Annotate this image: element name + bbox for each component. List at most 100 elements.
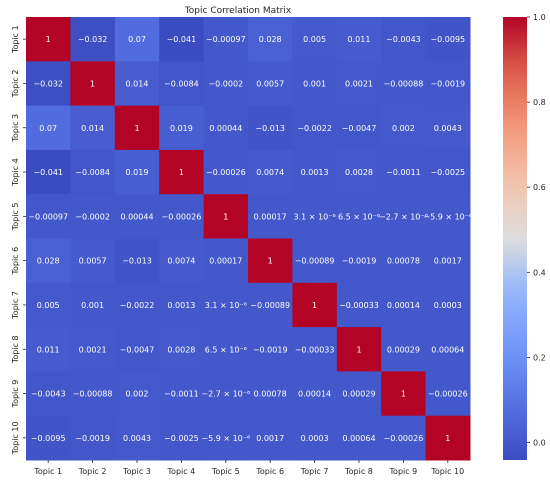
heatmap-cell [114,238,160,284]
heatmap-cell [336,415,382,461]
cell-value-label: 0.0003 [434,301,462,310]
heatmap-cell [70,194,116,239]
x-tick-label: Topic 2 [78,467,107,476]
y-tick-label: Topic 3 [11,114,20,143]
heatmap-cell [248,149,293,195]
heatmap-cells [26,17,471,461]
cell-value-label: 1 [90,79,95,88]
cell-value-label: −0.0011 [164,390,199,399]
colorbar-tick-label: 0.8 [533,98,546,107]
cell-value-label: −0.0019 [253,345,288,354]
heatmap-cell [425,238,471,284]
cell-value-label: 0.0057 [79,257,107,266]
cell-value-label: −0.0019 [75,434,110,443]
heatmap-cell [159,238,205,284]
heatmap-cell [70,149,116,195]
heatmap-cell [336,105,382,151]
colorbar-tick-label: 1.0 [533,13,546,22]
cell-value-label: −0.013 [255,124,285,133]
cell-value-label: −0.00026 [384,434,424,443]
cell-value-label: 0.011 [348,35,371,44]
cell-value-label: 0.07 [128,35,146,44]
cell-value-label: −0.00097 [206,35,246,44]
cell-value-label: −0.0043 [31,390,66,399]
cell-value-label: −0.00026 [428,390,468,399]
cell-value-label: −0.032 [78,35,108,44]
heatmap-cell [159,149,205,195]
heatmap-cell [26,17,71,62]
heatmap-cell [248,327,293,372]
cell-value-label: 0.014 [81,124,104,133]
heatmap-cell [203,282,249,328]
y-tick-label: Topic 2 [11,70,20,99]
heatmap-cell [203,17,249,62]
x-axis-ticks: Topic 1 Topic 2 Topic 3 Topic 4 Topic 5 Topic… [33,460,464,476]
y-tick-label: Topic 6 [11,247,20,276]
cell-value-label: 0.0013 [301,168,329,177]
cell-value-label: 0.00078 [387,257,420,266]
heatmap-cell [159,327,205,372]
heatmap-cell [26,105,71,151]
heatmap-cell [425,327,471,372]
cell-value-label: 0.00014 [298,390,331,399]
cell-value-label: −0.00026 [162,212,202,221]
heatmap-cell [248,17,293,62]
cell-value-label: 1 [356,345,361,354]
heatmap-cell [26,61,71,107]
heatmap-cell [26,371,71,417]
heatmap-cell [336,149,382,195]
heatmap-cell [26,282,71,328]
x-tick-label: Topic 3 [122,467,151,476]
heatmap-cell [114,415,160,461]
heatmap-cell [203,371,249,417]
cell-value-label: −0.0022 [297,124,332,133]
heatmap-cell [425,149,471,195]
heatmap-cell [292,415,338,461]
y-tick-label: Topic 5 [11,202,20,231]
heatmap-cell [292,105,338,151]
cell-value-label: 0.002 [126,390,149,399]
colorbar: 1.0 0.8 0.6 0.4 0.2 0.0 [503,13,546,460]
colorbar-tick-label: 0.0 [533,439,546,448]
cell-value-label: 0.002 [392,124,415,133]
heatmap-cell [336,17,382,62]
heatmap-cell [26,238,71,284]
cell-value-label: 0.00029 [387,345,420,354]
heatmap-cell [381,371,427,417]
cell-value-label: 0.00044 [209,124,242,133]
cell-value-label: 0.0028 [167,345,195,354]
colorbar-tick-label: 0.4 [533,268,546,277]
cell-value-label: 0.014 [126,79,149,88]
cell-value-label: 0.0028 [345,168,373,177]
cell-value-label: 1 [134,124,139,133]
heatmap-cell [70,105,116,151]
cell-value-label: 0.019 [170,124,193,133]
cell-value-label: 0.001 [81,301,104,310]
heatmap-cell [203,61,249,107]
cell-value-label: −0.00033 [339,301,379,310]
cell-value-label: 0.001 [303,79,326,88]
y-axis-ticks: Topic 1 Topic 2 Topic 3 Topic 4 Topic 5 Topic… [11,25,26,455]
heatmap-cell [70,371,116,417]
cell-value-label: −0.0002 [208,79,243,88]
y-tick-label: Topic 9 [11,380,20,409]
cell-value-label: −0.041 [167,35,197,44]
heatmap-cell [159,105,205,151]
cell-value-label: 0.0003 [301,434,329,443]
colorbar-gradient [503,17,527,460]
cell-value-label: 0.019 [126,168,149,177]
heatmap-cell [248,61,293,107]
x-tick-label: Topic 9 [389,467,418,476]
cell-value-label: 3.1 × 10⁻⁶ [294,212,336,221]
heatmap-cell [114,149,160,195]
cell-value-label: 0.005 [303,35,326,44]
heatmap-cell [381,149,427,195]
heatmap-cell [248,415,293,461]
cell-value-label: 0.00029 [342,390,375,399]
heatmap-cell [26,327,71,372]
cell-value-label: 6.5 × 10⁻⁶ [338,212,380,221]
heatmap-cell [203,415,249,461]
cell-value-label: 0.0074 [256,168,284,177]
heatmap-cell [381,238,427,284]
